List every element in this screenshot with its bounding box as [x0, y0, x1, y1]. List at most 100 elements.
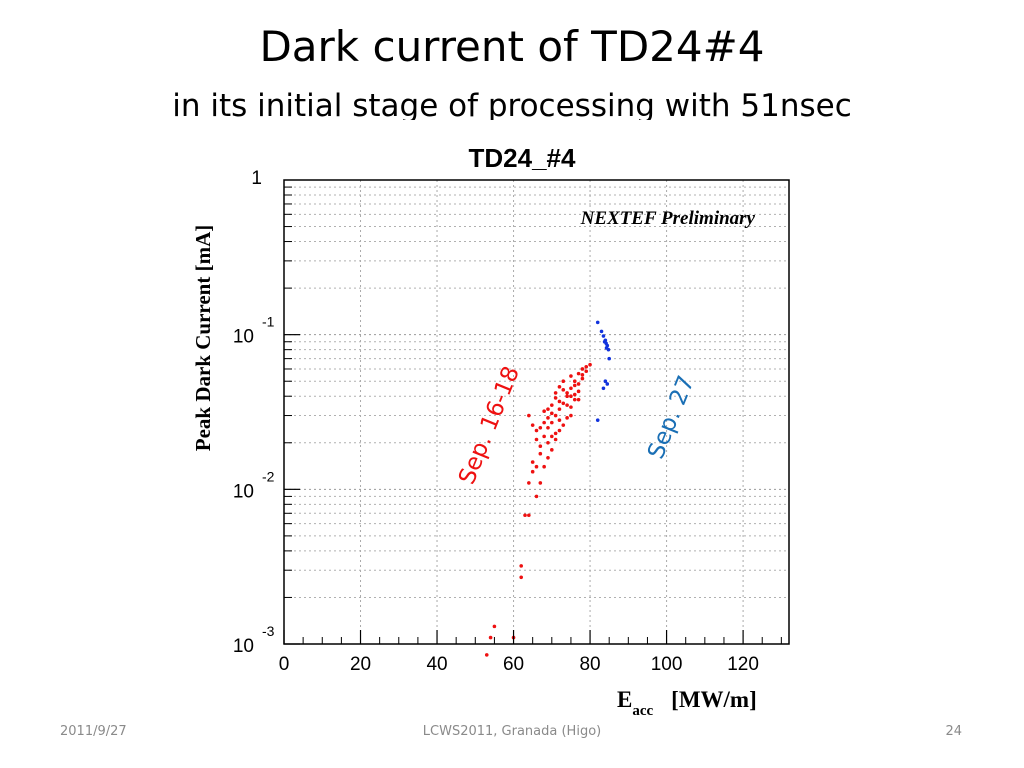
data-point [534, 428, 539, 433]
plot-frame [283, 179, 790, 645]
data-point [576, 397, 581, 402]
series-label-sep-27: Sep. 27 [643, 372, 700, 463]
footer-date: 2011/9/27 [60, 724, 127, 739]
data-point [553, 413, 558, 418]
data-point [565, 403, 569, 407]
data-point [538, 451, 543, 456]
data-points [484, 320, 611, 657]
y-tick-exponent: -1 [262, 314, 275, 330]
x-tick-label: 40 [426, 654, 447, 675]
data-point [557, 418, 562, 422]
footer-page-number: 24 [945, 724, 962, 739]
data-point [550, 448, 554, 452]
data-point [546, 407, 550, 411]
data-point [530, 469, 535, 474]
data-point [604, 346, 609, 350]
x-axis-title: Eacc [MW/m] [617, 687, 757, 719]
y-tick-label: 1 [251, 168, 262, 189]
data-point [546, 425, 550, 430]
data-point [519, 564, 523, 568]
y-tick-base: 10 [233, 636, 254, 657]
grid [284, 180, 789, 644]
x-axis-title-main: E [617, 687, 632, 712]
data-point [572, 392, 577, 397]
data-point [527, 513, 531, 518]
data-point [534, 464, 539, 469]
data-point [569, 413, 573, 418]
axis-ticks [283, 186, 782, 645]
data-point [576, 371, 581, 376]
data-point [565, 394, 569, 399]
data-point [492, 624, 497, 629]
y-axis-title: Peak Dark Current [mA] [191, 225, 215, 452]
data-point [550, 420, 554, 425]
data-point [584, 364, 589, 369]
footer-event: LCWS2011, Granada (Higo) [422, 724, 602, 739]
data-point [572, 383, 577, 388]
slide-title: Dark current of TD24#4 [259, 22, 765, 71]
y-tick-label: 10 -2 [233, 468, 275, 502]
x-tick-label: 80 [579, 654, 600, 675]
data-point [565, 416, 569, 420]
data-point [588, 362, 592, 367]
data-point [561, 388, 566, 392]
data-point [519, 575, 523, 580]
data-point [561, 423, 566, 427]
data-point [557, 428, 562, 433]
data-point [542, 420, 546, 425]
data-point [488, 635, 493, 640]
data-point [580, 376, 585, 381]
data-point [530, 423, 535, 427]
data-point [601, 334, 606, 338]
data-point [546, 416, 550, 420]
y-tick-label: 10 -1 [233, 314, 275, 348]
data-point [534, 494, 539, 499]
x-tick-label: 120 [727, 654, 759, 675]
data-point [601, 386, 606, 391]
y-tick-base: 10 [233, 481, 254, 502]
data-point [605, 382, 610, 386]
data-point [542, 464, 546, 469]
data-point [569, 405, 573, 409]
data-point [561, 401, 566, 406]
data-point [527, 481, 531, 485]
data-point [542, 434, 546, 439]
data-point [546, 440, 550, 445]
data-point [584, 369, 589, 374]
data-point [576, 382, 581, 386]
data-point [553, 396, 558, 400]
data-point [599, 329, 604, 334]
data-point [527, 413, 531, 418]
data-point [523, 513, 527, 518]
data-point [572, 379, 577, 384]
data-point [550, 434, 554, 439]
data-point [538, 481, 543, 485]
data-point [565, 391, 569, 395]
data-point [561, 379, 566, 384]
data-point [538, 425, 543, 430]
axis-labels: 0 20 40 60 80 100 120 1 10 -1 10 -2 10 -3 [233, 168, 759, 675]
data-point [557, 407, 562, 411]
data-point [550, 403, 554, 407]
data-point [595, 418, 600, 422]
y-tick-exponent: -2 [262, 468, 275, 484]
chart-annotation: NEXTEF Preliminary [580, 208, 756, 229]
y-tick-base: 1 [251, 168, 262, 189]
chart-title: TD24_#4 [469, 143, 576, 173]
data-point [557, 399, 562, 404]
x-tick-label: 60 [503, 654, 524, 675]
x-tick-label: 0 [279, 654, 290, 675]
x-tick-label: 20 [350, 654, 371, 675]
y-tick-exponent: -3 [262, 623, 275, 639]
data-point [534, 437, 539, 442]
data-point [602, 339, 607, 344]
y-tick-base: 10 [233, 327, 254, 348]
data-point [572, 397, 577, 402]
data-point [553, 437, 558, 442]
data-point [530, 460, 535, 464]
data-point [569, 386, 573, 391]
data-point [595, 320, 600, 325]
data-point [607, 356, 611, 361]
x-axis-title-sub: acc [632, 703, 653, 719]
